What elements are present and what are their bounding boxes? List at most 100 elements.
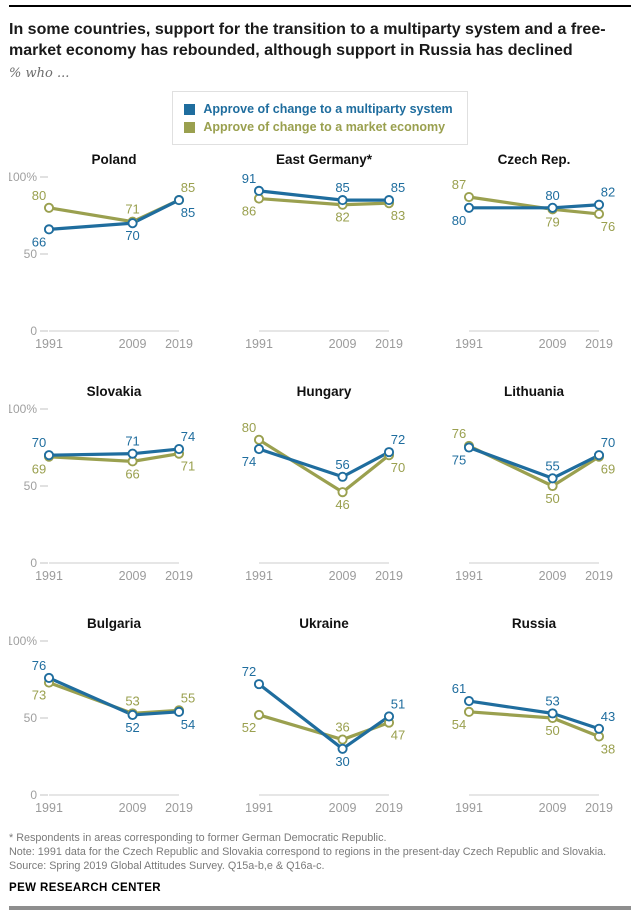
- chart-panel: Bulgaria 0 50 100% 76 73 53 52 55 54 1991 2009 2019: [6, 615, 219, 825]
- multiparty-point-marker: [173, 443, 185, 455]
- line-chart-svg: 0 50 100% 70 69 71 66 74 71 1991 2009 2019: [6, 402, 195, 583]
- multiparty-data-label: 51: [391, 696, 405, 711]
- market-data-label: 66: [125, 466, 139, 481]
- legend-item-multiparty: Approve of change to a multiparty system: [184, 101, 453, 117]
- multiparty-data-label: 85: [335, 180, 349, 195]
- market-point-marker: [43, 202, 55, 213]
- x-tick-label: 2019: [585, 801, 613, 815]
- y-tick-label: 0: [30, 788, 37, 802]
- y-tick-label: 100%: [9, 634, 37, 648]
- panel-title: Hungary: [296, 384, 352, 399]
- multiparty-point-marker: [383, 447, 395, 458]
- x-tick-label: 1991: [245, 801, 273, 815]
- note-text: Note: 1991 data for the Czech Republic a…: [9, 846, 607, 858]
- x-tick-label: 2009: [119, 337, 147, 351]
- multiparty-data-label: 55: [545, 458, 559, 473]
- multiparty-point-marker: [463, 696, 475, 707]
- multiparty-data-label: 70: [125, 228, 139, 243]
- legend-label-multiparty: Approve of change to a multiparty system: [203, 102, 453, 116]
- market-point-marker: [337, 487, 348, 498]
- multiparty-swatch-icon: [184, 103, 196, 115]
- page-subtitle: % who ...: [9, 66, 70, 81]
- line-chart-svg: 0 50 100% 80 66 71 70 85 85 1991 2009 2019: [6, 170, 195, 351]
- market-point-marker: [337, 734, 348, 745]
- multiparty-data-label: 70: [601, 435, 615, 450]
- market-data-label: 87: [452, 177, 466, 192]
- multiparty-data-label: 72: [242, 664, 256, 679]
- panel-title: Poland: [91, 152, 137, 167]
- chart-panel: Russia 61 54 53 50 43 38 1991 2009 2019: [429, 615, 639, 825]
- x-tick-label: 2019: [585, 337, 613, 351]
- x-tick-label: 1991: [245, 569, 273, 583]
- chart-panel: Czech Rep. 87 80 80 79 82 76 1991 2009 2019: [429, 151, 639, 361]
- multiparty-point-marker: [173, 195, 185, 206]
- line-chart-svg: 80 74 56 46 72 70 1991 2009 2019: [242, 420, 405, 583]
- multiparty-line: [467, 445, 601, 480]
- x-tick-label: 1991: [245, 337, 273, 351]
- market-data-label: 76: [601, 219, 615, 234]
- x-tick-label: 1991: [35, 801, 63, 815]
- market-data-label: 71: [125, 202, 139, 217]
- market-point-marker: [463, 706, 475, 717]
- y-tick-label: 0: [30, 324, 37, 338]
- market-data-label: 50: [545, 491, 559, 506]
- market-line: [467, 710, 601, 739]
- panel-title: East Germany*: [275, 152, 373, 167]
- multiparty-data-label: 72: [391, 432, 405, 447]
- market-data-label: 47: [391, 728, 405, 743]
- market-data-label: 80: [242, 420, 256, 435]
- x-tick-label: 2009: [329, 569, 357, 583]
- top-divider: [9, 5, 631, 7]
- multiparty-data-label: 56: [335, 457, 349, 472]
- multiparty-data-label: 70: [32, 435, 46, 450]
- x-tick-label: 2019: [165, 801, 193, 815]
- x-tick-label: 1991: [35, 569, 63, 583]
- multiparty-data-label: 82: [601, 185, 615, 200]
- multiparty-line: [467, 699, 601, 731]
- market-data-label: 46: [335, 497, 349, 512]
- chart-page: In some countries, support for the trans…: [0, 5, 640, 910]
- chart-panel: Ukraine 72 52 36 30 51 47 1991 2009 2019: [219, 615, 429, 825]
- line-chart-svg: 0 50 100% 76 73 53 52 55 54 1991 2009 2019: [6, 634, 195, 815]
- panel-title: Bulgaria: [86, 616, 141, 631]
- panel-title: Lithuania: [504, 384, 564, 399]
- y-tick-label: 50: [24, 479, 38, 493]
- multiparty-point-marker: [593, 723, 605, 734]
- market-data-label: 82: [335, 210, 349, 225]
- footer: * Respondents in areas corresponding to …: [9, 831, 631, 910]
- market-point-marker: [463, 191, 475, 203]
- charts-grid: Poland 0 50 100% 80 66 71 70 85 85 1991 2009 2019 Eas…: [6, 151, 631, 825]
- x-tick-label: 1991: [455, 337, 483, 351]
- multiparty-data-label: 85: [181, 205, 195, 220]
- panel-title: Czech Rep.: [497, 152, 571, 167]
- x-tick-label: 2019: [585, 569, 613, 583]
- x-tick-label: 2019: [375, 569, 403, 583]
- market-data-label: 71: [181, 459, 195, 474]
- multiparty-point-marker: [593, 199, 605, 210]
- multiparty-point-marker: [463, 202, 475, 213]
- multiparty-point-marker: [127, 218, 138, 229]
- chart-panel: Poland 0 50 100% 80 66 71 70 85 85 1991 2009 2019: [6, 151, 219, 361]
- legend: Approve of change to a multiparty system…: [172, 91, 468, 145]
- multiparty-data-label: 66: [32, 234, 46, 249]
- multiparty-point-marker: [383, 711, 395, 722]
- multiparty-point-marker: [593, 450, 605, 461]
- market-data-label: 53: [125, 693, 139, 708]
- market-data-label: 69: [601, 462, 615, 477]
- y-tick-label: 100%: [9, 402, 37, 416]
- multiparty-data-label: 76: [32, 658, 46, 673]
- market-data-label: 69: [32, 462, 46, 477]
- y-tick-label: 0: [30, 556, 37, 570]
- line-chart-svg: 72 52 36 30 51 47 1991 2009 2019: [242, 664, 405, 815]
- multiparty-data-label: 74: [242, 454, 256, 469]
- market-data-label: 76: [452, 426, 466, 441]
- x-tick-label: 2009: [539, 801, 567, 815]
- legend-item-market: Approve of change to a market economy: [184, 119, 452, 135]
- multiparty-point-marker: [547, 708, 558, 719]
- market-data-label: 86: [242, 204, 256, 219]
- x-tick-label: 2019: [375, 801, 403, 815]
- x-tick-label: 2009: [539, 569, 567, 583]
- multiparty-point-marker: [337, 195, 348, 206]
- x-tick-label: 2009: [119, 801, 147, 815]
- multiparty-point-marker: [253, 443, 265, 455]
